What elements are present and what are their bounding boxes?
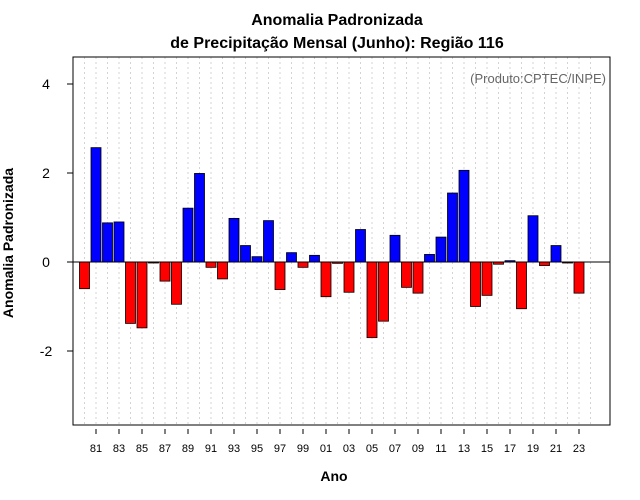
x-tick-label: 03 <box>343 443 355 455</box>
x-tick-label: 87 <box>159 443 171 455</box>
bar-1982 <box>102 222 113 263</box>
x-tick-label: 99 <box>297 443 309 455</box>
x-tick-label: 91 <box>205 443 217 455</box>
credit-label: (Produto:CPTEC/INPE) <box>470 71 606 86</box>
x-tick-label: 83 <box>113 443 125 455</box>
bar-1983 <box>113 221 125 263</box>
bar-2015 <box>481 261 493 296</box>
y-axis-title: Anomalia Padronizada <box>0 168 16 318</box>
bar-2021 <box>550 245 562 263</box>
bar-2019 <box>527 215 539 263</box>
bar-2011 <box>435 236 447 263</box>
x-axis: 81 83 85 87 89 91 93 95 97 99 01 03 05 07 09 11 13 15 17 19… <box>90 429 585 455</box>
bar-1996 <box>263 220 274 263</box>
x-tick-label: 13 <box>458 443 470 455</box>
bar-1995 <box>251 256 263 263</box>
x-tick-label: 07 <box>389 443 401 455</box>
x-axis-title: Ano <box>320 468 347 484</box>
x-tick-label: 95 <box>251 443 263 455</box>
x-tick-label: 21 <box>550 443 562 455</box>
bar-1984 <box>125 261 136 324</box>
bar-2023 <box>573 261 585 294</box>
bar-1989 <box>182 207 194 263</box>
bar-1991 <box>205 261 217 268</box>
x-tick-label: 17 <box>504 443 516 455</box>
bar-2012 <box>447 192 458 263</box>
bar-1985 <box>136 261 148 329</box>
bar-1990 <box>194 173 205 263</box>
bar-2010 <box>424 254 435 263</box>
x-tick-label: 11 <box>435 443 446 455</box>
bar-1993 <box>228 217 240 263</box>
x-tick-label: 85 <box>136 443 148 455</box>
bar-1999 <box>297 261 309 268</box>
bar-2005 <box>366 261 378 339</box>
bar-2013 <box>458 169 470 263</box>
x-tick-label: 89 <box>182 443 194 455</box>
y-tick-label: 2 <box>42 165 50 181</box>
bar-1992 <box>217 261 228 280</box>
bar-1980 <box>79 261 90 290</box>
bar-2003 <box>343 261 355 293</box>
bar-2009 <box>412 261 424 294</box>
bar-2020 <box>539 261 550 266</box>
y-tick-label: -2 <box>40 343 53 359</box>
x-tick-label: 19 <box>527 443 539 455</box>
y-tick-label: 0 <box>42 254 50 270</box>
bar-2006 <box>378 261 389 322</box>
x-tick-label: 81 <box>90 443 102 455</box>
vertical-gridlines <box>84 57 591 425</box>
x-tick-label: 05 <box>366 443 378 455</box>
x-tick-label: 09 <box>412 443 424 455</box>
bar-2007 <box>389 234 401 263</box>
chart-subtitle: de Precipitação Mensal (Junho): Região 1… <box>170 35 504 52</box>
bar-2018 <box>516 261 527 310</box>
x-tick-label: 23 <box>573 443 585 455</box>
bar-2000 <box>309 254 320 263</box>
bar-2014 <box>470 261 481 307</box>
bar-1998 <box>286 252 297 263</box>
x-tick-label: 01 <box>320 443 332 455</box>
bar-2001 <box>320 261 332 298</box>
y-axis: -2 0 2 4 <box>40 76 73 359</box>
x-tick-label: 15 <box>481 443 493 455</box>
bar-2008 <box>401 261 412 288</box>
bars <box>79 147 585 339</box>
bar-2004 <box>355 229 366 263</box>
y-tick-label: 4 <box>42 76 50 92</box>
bar-1997 <box>274 261 286 290</box>
bar-1987 <box>159 261 171 282</box>
plot-area <box>72 56 611 426</box>
x-tick-label: 97 <box>274 443 286 455</box>
bar-1994 <box>240 245 251 263</box>
bar-1981 <box>90 147 102 263</box>
x-tick-label: 93 <box>228 443 240 455</box>
chart-title: Anomalia Padronizada <box>251 12 423 29</box>
bar-1988 <box>171 261 182 305</box>
